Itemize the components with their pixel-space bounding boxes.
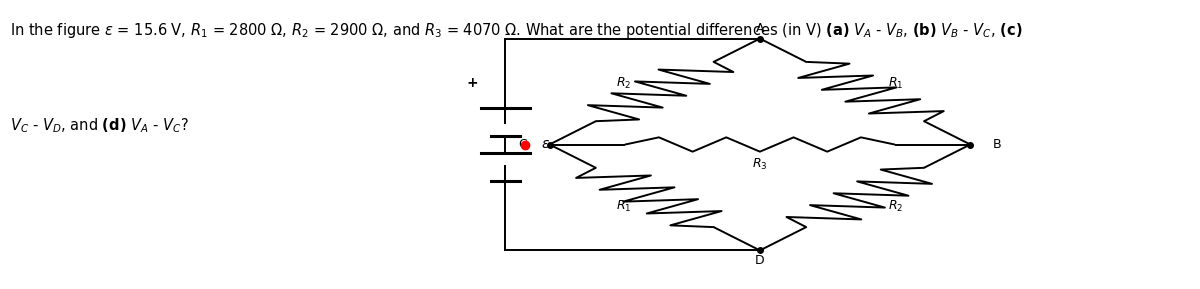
Text: +: +	[466, 76, 478, 90]
Text: $\varepsilon$: $\varepsilon$	[541, 138, 550, 151]
Text: A: A	[756, 22, 764, 35]
Text: B: B	[992, 138, 1001, 151]
Text: $R_2$: $R_2$	[888, 199, 904, 214]
Text: $R_2$: $R_2$	[616, 75, 631, 90]
Text: $R_3$: $R_3$	[752, 157, 768, 172]
Text: $R_1$: $R_1$	[616, 199, 631, 214]
Text: In the figure $\varepsilon$ = 15.6 V, $R_1$ = 2800 $\Omega$, $R_2$ = 2900 $\Omeg: In the figure $\varepsilon$ = 15.6 V, $R…	[11, 21, 1022, 40]
Text: $R_1$: $R_1$	[888, 75, 904, 90]
Text: $V_C$ - $V_D$, and $\mathbf{(d)}$ $V_A$ - $V_C$?: $V_C$ - $V_D$, and $\mathbf{(d)}$ $V_A$ …	[11, 116, 188, 135]
Text: D: D	[755, 254, 764, 267]
Text: C: C	[518, 138, 527, 151]
